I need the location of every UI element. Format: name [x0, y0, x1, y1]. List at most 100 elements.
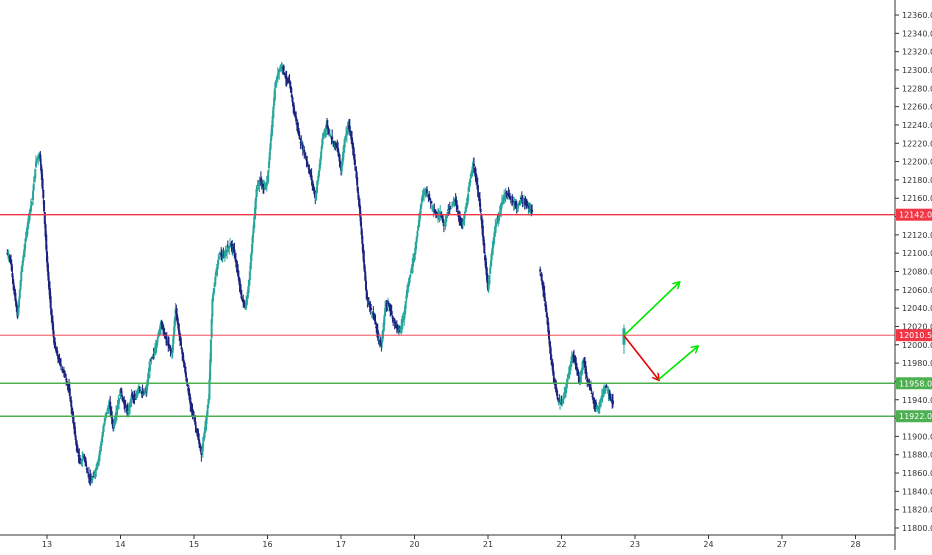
price-candle	[290, 94, 293, 98]
price-candle	[100, 440, 103, 446]
price-candle	[120, 387, 123, 394]
level-badge	[896, 410, 932, 423]
gap-candle	[601, 393, 604, 397]
price-candle	[99, 445, 102, 450]
price-candle	[173, 326, 176, 336]
price-candle	[292, 103, 295, 107]
gap-candle	[606, 391, 609, 393]
price-candle	[134, 397, 137, 399]
price-candle	[6, 253, 9, 255]
price-axis[interactable]: 11800.0 11820.0 11840.0 11860.0 11880.0 11900…	[894, 0, 932, 550]
price-candle	[15, 304, 18, 312]
price-candle	[43, 212, 46, 224]
gap-candle	[576, 369, 579, 374]
gap-candle	[595, 407, 598, 409]
time-axis[interactable]: 13 14 15 16 17 20 21 22 23 24 27 28	[0, 534, 895, 549]
y-tick-label: 12360.0	[902, 11, 932, 20]
price-candle	[519, 200, 522, 204]
gap-candle	[603, 389, 606, 394]
price-candle	[446, 211, 449, 216]
gap-candle	[609, 398, 612, 400]
y-tick-label: 12320.0	[902, 48, 932, 57]
gap-candle	[574, 360, 577, 365]
price-candle	[431, 205, 434, 207]
price-candle	[215, 271, 218, 275]
price-candle	[150, 359, 153, 361]
price-candle	[191, 408, 194, 413]
price-candle	[83, 455, 86, 459]
price-candle	[475, 181, 478, 185]
y-tick-label: 12180.0	[902, 176, 932, 185]
price-candle	[209, 359, 212, 380]
price-candle	[82, 454, 85, 457]
price-candle	[22, 255, 25, 261]
price-candle	[41, 178, 44, 190]
price-candle	[417, 225, 420, 231]
price-candle	[481, 219, 484, 229]
gap-candle	[545, 304, 548, 312]
price-candle	[171, 344, 174, 353]
price-candle	[426, 194, 429, 196]
level-badge-label: 11958.0	[899, 379, 932, 388]
price-candle	[388, 304, 391, 307]
price-candle	[352, 146, 355, 155]
price-candle	[419, 209, 422, 215]
gap-candle	[551, 362, 554, 371]
price-candle	[16, 314, 19, 318]
price-candle	[353, 154, 356, 160]
price-candle	[107, 406, 110, 411]
y-tick-label: 11820.0	[902, 506, 932, 515]
price-candle	[272, 106, 275, 118]
price-candle	[474, 168, 477, 176]
price-candle	[501, 198, 504, 201]
gap-candle	[581, 367, 584, 375]
price-candle	[85, 468, 88, 470]
price-candle	[170, 349, 173, 353]
price-candle	[84, 461, 87, 466]
price-candle	[162, 324, 165, 331]
price-candle	[224, 252, 227, 254]
price-candle	[116, 405, 119, 411]
price-candle	[397, 325, 400, 330]
price-candle	[80, 460, 83, 464]
price-candle	[456, 210, 459, 213]
gap-candle	[575, 363, 578, 368]
gap-candle	[556, 390, 559, 397]
price-candle	[279, 67, 282, 70]
price-candle	[23, 244, 26, 251]
price-candle	[179, 337, 182, 345]
price-candle	[367, 302, 370, 305]
price-candle	[18, 298, 21, 308]
price-candle	[415, 236, 418, 243]
price-candle	[273, 97, 276, 107]
gap-candle	[564, 390, 567, 392]
price-candle	[273, 88, 276, 101]
gap-candle	[540, 273, 543, 281]
price-candle	[26, 227, 29, 236]
price-candle	[133, 396, 136, 399]
price-candle	[159, 321, 162, 329]
gap-candle	[583, 360, 586, 364]
price-candle	[218, 253, 221, 255]
price-candle	[104, 418, 107, 422]
price-candle	[271, 115, 274, 128]
price-candle	[382, 322, 385, 332]
price-candle	[348, 126, 351, 133]
price-candle	[281, 65, 284, 69]
price-candle	[480, 214, 483, 221]
price-candle	[400, 325, 403, 329]
price-candle	[256, 187, 259, 192]
price-candle	[54, 342, 57, 348]
price-candle	[217, 256, 220, 259]
gap-candle	[606, 389, 609, 391]
price-candle	[259, 178, 262, 182]
price-candle	[189, 397, 192, 405]
gap-candle	[544, 302, 547, 307]
price-candle	[528, 209, 531, 212]
price-candle	[243, 306, 246, 308]
price-candle	[195, 430, 198, 433]
gap-candle	[584, 362, 587, 368]
price-candle	[260, 181, 263, 184]
